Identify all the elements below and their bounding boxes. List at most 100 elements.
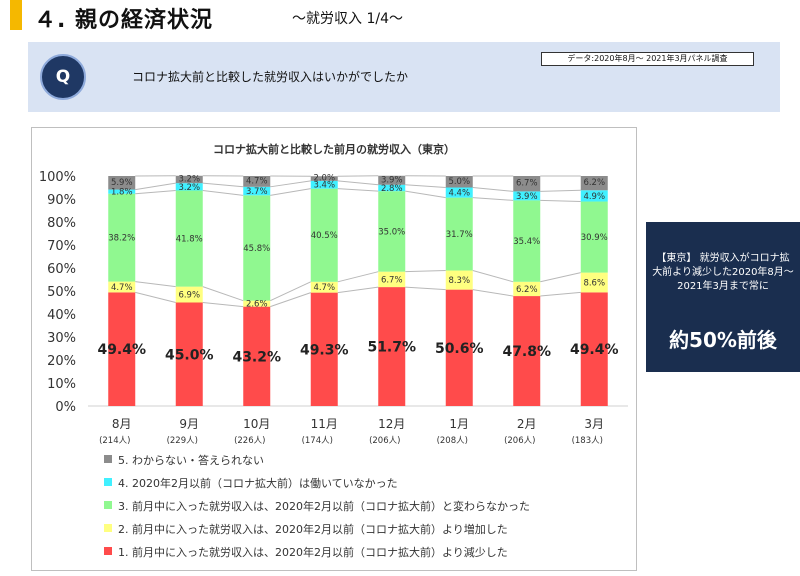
data-label: 8.3%: [448, 276, 470, 286]
bar-segment: [243, 176, 271, 187]
series-connector-line: [202, 286, 244, 302]
sample-size-label: (229人): [167, 436, 198, 446]
data-label: 5.0%: [448, 177, 470, 187]
data-label: 1.8%: [111, 188, 133, 198]
data-label: 49.4%: [570, 342, 619, 358]
bar-segment: [310, 180, 338, 189]
series-connector-line: [472, 187, 514, 192]
bar-segment: [378, 287, 406, 406]
y-tick-label: 70%: [47, 239, 76, 254]
data-label: 3.9%: [381, 175, 403, 185]
bar-segment: [175, 286, 203, 303]
question-badge: Q: [40, 54, 86, 100]
y-tick-label: 50%: [47, 285, 76, 300]
data-label: 43.2%: [232, 349, 281, 365]
data-label: 4.7%: [246, 176, 268, 186]
bar-segment: [108, 189, 136, 194]
stacked-bar-chart: コロナ拡大前と比較した前月の就労収入（東京） 0% 10% 20% 30% 40% 50% 6…: [39, 142, 628, 559]
bar-segment: [243, 306, 271, 406]
bar-segment: [580, 201, 608, 273]
bar-segment: [175, 175, 203, 184]
legend-swatch: [104, 547, 112, 555]
sample-size-label: (183人): [572, 436, 603, 446]
data-label: 35.0%: [378, 227, 405, 237]
data-label: 2.8%: [381, 184, 403, 194]
bar-segment: [513, 296, 541, 406]
series-connector-line: [135, 189, 176, 195]
legend-swatch: [104, 478, 112, 486]
series-connector-line: [405, 184, 446, 188]
y-tick-label: 100%: [39, 170, 76, 185]
source-note: データ:2020年8月～ 2021年3月パネル調査: [541, 52, 754, 66]
series-connector-line: [135, 182, 176, 191]
data-label: 45.0%: [165, 347, 214, 363]
chart-title: コロナ拡大前と比較した前月の就労収入（東京）: [213, 142, 455, 156]
bar-segment: [445, 176, 473, 188]
series-connector-line: [337, 286, 379, 294]
bar-segment: [243, 195, 271, 301]
y-tick-label: 30%: [47, 331, 76, 346]
series-connector-line: [337, 271, 379, 283]
bar-segment: [108, 193, 136, 282]
series-connector-line: [540, 272, 581, 283]
data-label: 4.9%: [583, 192, 605, 202]
y-tick-label: 0%: [55, 400, 76, 415]
y-tick-label: 40%: [47, 308, 76, 323]
data-label: 3.7%: [246, 187, 268, 197]
sample-size-label: (174人): [302, 436, 333, 446]
data-label: 2.0%: [313, 174, 335, 184]
bar-segment: [513, 200, 541, 282]
data-label: 6.7%: [381, 275, 403, 285]
sample-size-label: (206人): [504, 436, 535, 446]
data-label: 30.9%: [581, 233, 608, 243]
series-connector-line: [202, 302, 244, 308]
data-label: 40.5%: [311, 231, 338, 241]
legend-label: 2. 前月中に入った就労収入は、2020年2月以前（コロナ拡大前）より増加した: [118, 522, 508, 536]
bar-segment: [513, 281, 541, 297]
data-label: 6.7%: [516, 179, 538, 189]
data-label: 8.6%: [583, 278, 605, 288]
data-label: 4.7%: [111, 283, 133, 293]
x-tick-label: 8月: [112, 417, 132, 431]
bar-segment: [310, 176, 338, 181]
series-connector-line: [270, 180, 311, 188]
bar-segment: [378, 175, 406, 185]
data-label: 6.2%: [516, 285, 538, 295]
series-connector-line: [405, 190, 446, 199]
bar-segment: [513, 191, 541, 201]
x-tick-label: 9月: [179, 417, 199, 431]
x-tick-label: 2月: [517, 417, 537, 431]
data-label: 41.8%: [176, 235, 203, 245]
series-connector-line: [472, 270, 514, 283]
y-tick-label: 10%: [47, 377, 76, 392]
data-label: 3.9%: [516, 192, 538, 202]
data-label: 6.2%: [583, 178, 605, 188]
y-tick-label: 80%: [47, 216, 76, 231]
bar-segment: [310, 281, 338, 293]
series-connector-line: [202, 182, 244, 188]
series-connector-line: [472, 289, 514, 297]
chart-frame: コロナ拡大前と比較した前月の就労収入（東京） 0% 10% 20% 30% 40% 50% 6…: [31, 127, 637, 571]
series-connector-line: [135, 281, 176, 288]
bar-segment: [580, 190, 608, 202]
data-label: 49.3%: [300, 342, 349, 358]
data-label: 31.7%: [446, 230, 473, 240]
x-tick-label: 11月: [311, 417, 338, 431]
data-label: 5.9%: [111, 178, 133, 188]
sample-size-label: (226人): [234, 436, 265, 446]
legend-label: 1. 前月中に入った就労収入は、2020年2月以前（コロナ拡大前）より減少した: [118, 545, 508, 559]
bar-segment: [243, 300, 271, 307]
data-label: 3.2%: [178, 183, 200, 193]
page-title: ４. 親の経済状況: [34, 8, 214, 33]
title-accent-bar: [10, 0, 22, 30]
series-connector-line: [337, 188, 379, 192]
sample-size-label: (206人): [369, 436, 400, 446]
data-label: 51.7%: [367, 340, 416, 356]
question-badge-letter: Q: [55, 67, 71, 87]
data-label: 2.6%: [246, 300, 268, 310]
y-tick-label: 20%: [47, 354, 76, 369]
data-label: 38.2%: [108, 234, 135, 244]
y-tick-label: 90%: [47, 193, 76, 208]
bar-segment: [378, 191, 406, 272]
x-tick-label: 10月: [243, 417, 270, 431]
